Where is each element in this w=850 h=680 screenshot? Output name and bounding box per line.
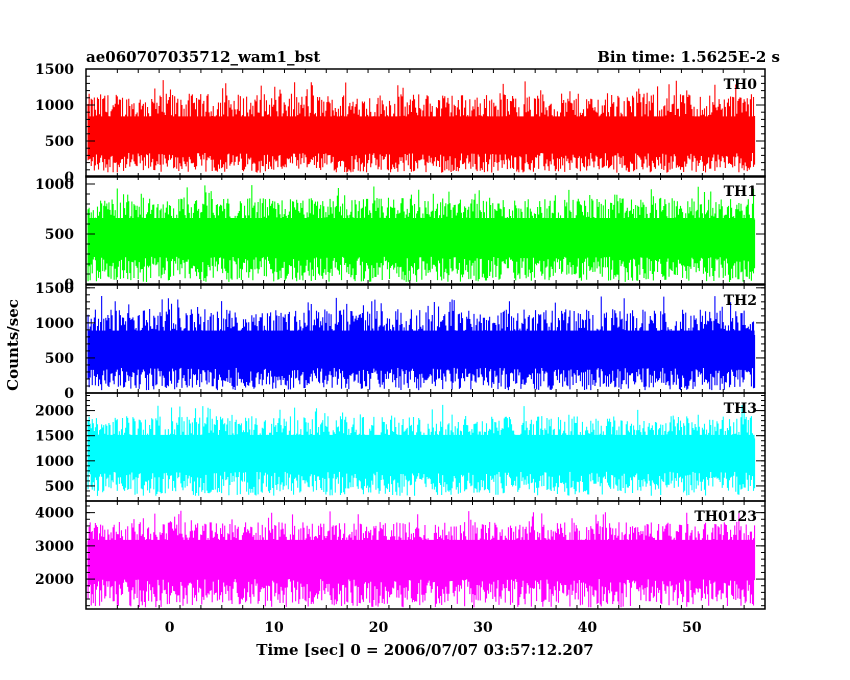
y-tick-label: 0 (64, 277, 74, 293)
y-tick-label: 0 (64, 386, 74, 402)
panel-th0: 0 500 1000 1500 TH0 (35, 62, 766, 186)
panel-label-th1: TH1 (724, 184, 757, 200)
x-axis-label: Time [sec] 0 = 2006/07/07 03:57:12.207 (256, 641, 593, 659)
panel-frame (85, 68, 766, 178)
y-tick-label: 500 (45, 227, 74, 243)
x-tick-label: 10 (264, 620, 284, 636)
y-tick-label: 1500 (35, 281, 74, 297)
y-tick-label: 4000 (35, 506, 74, 522)
panel-frame (85, 175, 766, 285)
x-tick-label: 20 (369, 620, 389, 636)
y-tick-label: 2000 (35, 404, 74, 420)
y-tick-label: 1500 (35, 62, 74, 78)
y-axis-label: Counts/sec (4, 299, 22, 391)
x-tick-label: 50 (682, 620, 702, 636)
trace-th0 (87, 80, 756, 173)
panel-th0123: 2000 3000 4000 TH0123 (35, 500, 766, 610)
y-tick-label: 1000 (35, 454, 74, 470)
y-tick-label: 0 (64, 170, 74, 186)
trace-th3 (87, 404, 756, 496)
panel-label-th2: TH2 (724, 293, 757, 309)
y-tick-label: 1000 (35, 177, 74, 193)
y-tick-label: 1500 (35, 429, 74, 445)
x-tick-label: 0 (165, 620, 175, 636)
panel-frame (85, 500, 766, 610)
x-tick-label: 30 (473, 620, 493, 636)
panel-label-th0123: TH0123 (694, 509, 757, 525)
y-tick-label: 3000 (35, 539, 74, 555)
panel-th2: 0 500 1000 1500 TH2 (35, 281, 766, 402)
trace-th2 (87, 296, 756, 391)
y-tick-label: 1000 (35, 98, 74, 114)
x-tick-label: 40 (578, 620, 598, 636)
panel-th3: 500 1000 1500 2000 TH3 (35, 392, 766, 502)
y-tick-label: 1000 (35, 316, 74, 332)
panel-th1: 0 500 1000 TH1 (35, 175, 766, 293)
y-tick-label: 500 (45, 134, 74, 150)
y-tick-label: 500 (45, 479, 74, 495)
panel-label-th3: TH3 (724, 401, 757, 417)
panel-label-th0: TH0 (724, 77, 758, 93)
bin-time-label: Bin time: 1.5625E-2 s (597, 48, 780, 66)
trace-th1 (87, 185, 756, 282)
trace-th0123 (87, 510, 756, 608)
y-tick-label: 2000 (35, 572, 74, 588)
y-tick-label: 500 (45, 351, 74, 367)
chart-title: ae060707035712_wam1_bst (86, 48, 320, 66)
